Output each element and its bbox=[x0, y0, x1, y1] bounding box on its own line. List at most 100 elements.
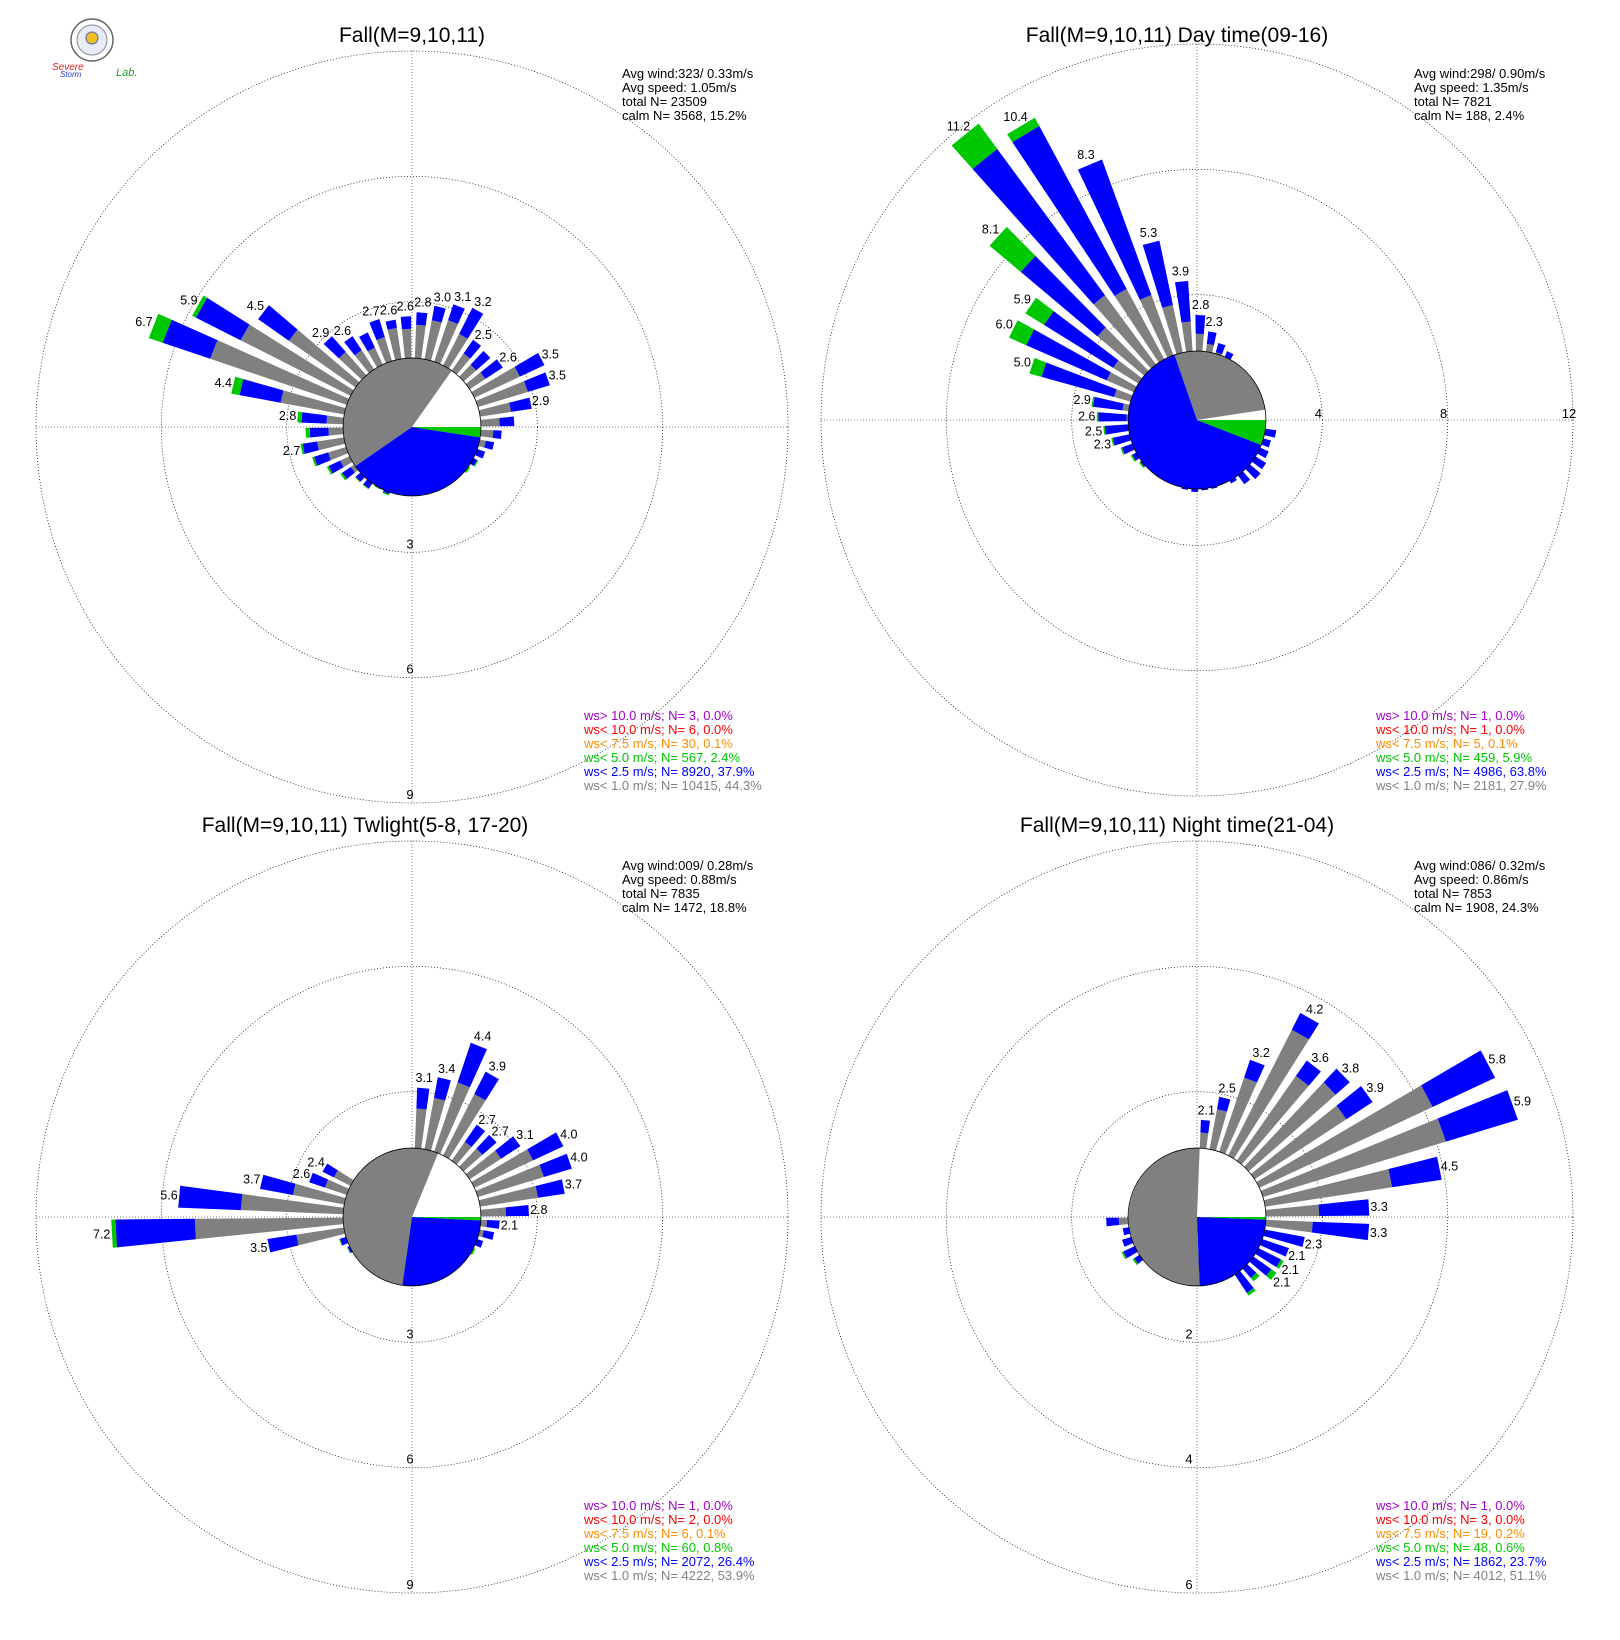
bar-value-label: 3.3 bbox=[1370, 1200, 1387, 1214]
bar-segment-lt1 bbox=[354, 350, 375, 374]
bar-segment-lt2_5 bbox=[416, 312, 428, 326]
legend-entry: ws< 10.0 m/s; N= 1, 0.0% bbox=[1375, 722, 1525, 737]
bar-segment-lt1 bbox=[424, 1097, 446, 1151]
bar-segment-lt5 bbox=[362, 484, 369, 490]
bar-segment-lt2_5 bbox=[1336, 1086, 1373, 1120]
bar-segment-lt5 bbox=[1103, 425, 1106, 435]
bar-segment-lt2_5 bbox=[359, 332, 375, 352]
bar-segment-lt1 bbox=[280, 390, 346, 415]
bar-segment-lt5 bbox=[951, 123, 998, 169]
bar-segment-lt2_5 bbox=[1291, 1012, 1319, 1040]
bar-segment-lt1 bbox=[1265, 1219, 1313, 1233]
legend-entry: ws< 10.0 m/s; N= 6, 0.0% bbox=[583, 722, 733, 737]
bar-value-label: 2.8 bbox=[1192, 298, 1209, 312]
bar-segment-lt5 bbox=[464, 466, 471, 474]
bar-segment-lt2_5 bbox=[1012, 125, 1127, 297]
range-ring-3 bbox=[820, 840, 1574, 1594]
bar-segment-lt5 bbox=[355, 476, 361, 483]
bar-value-label: 7.2 bbox=[93, 1227, 110, 1241]
bar-segment-lt2_5 bbox=[162, 319, 218, 359]
legend-entry: ws< 1.0 m/s; N= 10415, 44.3% bbox=[583, 778, 762, 793]
bar-segment-lt1 bbox=[210, 340, 350, 405]
bar-segment-lt2_5 bbox=[535, 1179, 565, 1198]
bar-value-label: 3.2 bbox=[1252, 1046, 1269, 1060]
pie-slice-lt2_5 bbox=[1197, 1217, 1266, 1286]
bar-value-label: 2.8 bbox=[530, 1203, 547, 1217]
bar-value-label: 6.0 bbox=[996, 317, 1013, 331]
legend-entry: ws< 5.0 m/s; N= 459, 5.9% bbox=[1375, 750, 1533, 765]
stat-line: Avg speed: 0.86m/s bbox=[1414, 872, 1529, 887]
bar-segment-lt2_5 bbox=[1206, 331, 1217, 346]
bar-segment-lt1 bbox=[376, 337, 392, 364]
bar-segment-lt1 bbox=[478, 439, 486, 448]
bar-segment-lt1 bbox=[338, 351, 367, 380]
bar-segment-lt2_5 bbox=[1421, 1050, 1496, 1107]
bar-value-label: 3.6 bbox=[1311, 1051, 1328, 1065]
bar-segment-lt5 bbox=[374, 485, 381, 490]
bar-value-label: 11.2 bbox=[947, 120, 970, 134]
bar-value-label: 4.0 bbox=[560, 1128, 577, 1142]
bar-value-label: 2.8 bbox=[414, 296, 431, 310]
bar-segment-lt2_5 bbox=[314, 452, 331, 466]
bar-segment-lt2_5 bbox=[1318, 1199, 1370, 1216]
bar-segment-lt2_5 bbox=[463, 339, 482, 359]
panel-title: Fall(M=9,10,11) Night time(21-04) bbox=[1020, 814, 1334, 837]
bar-value-label: 3.2 bbox=[474, 295, 491, 309]
bar-segment-lt1 bbox=[401, 328, 412, 359]
bar-segment-lt1 bbox=[475, 381, 528, 407]
legend-entry: ws> 10.0 m/s; N= 1, 0.0% bbox=[1375, 1498, 1525, 1513]
bar-value-label: 3.0 bbox=[434, 290, 451, 304]
bar-segment-lt5 bbox=[1250, 1272, 1260, 1282]
bar-segment-lt2_5 bbox=[328, 460, 344, 474]
bar-segment-lt1 bbox=[480, 1207, 506, 1217]
stat-line: total N= 7835 bbox=[622, 886, 700, 901]
bar-segment-lt2_5 bbox=[1244, 1059, 1265, 1083]
bar-segment-lt2_5 bbox=[1175, 280, 1191, 323]
pie-slice-lt2_5 bbox=[355, 427, 481, 496]
pie-slice-calm bbox=[412, 370, 481, 427]
pie-outline bbox=[342, 1147, 482, 1287]
bar-segment-lt2_5 bbox=[1044, 311, 1119, 368]
stat-line: Avg wind:086/ 0.32m/s bbox=[1414, 858, 1546, 873]
bar-segment-lt2_5 bbox=[482, 1230, 495, 1240]
bar-value-label: 2.3 bbox=[1206, 315, 1223, 329]
ring-label: 8 bbox=[1440, 406, 1447, 421]
bar-value-label: 3.5 bbox=[542, 347, 559, 361]
bar-segment-lt1 bbox=[1195, 333, 1204, 352]
bar-value-label: 3.7 bbox=[565, 1178, 582, 1192]
bar-segment-lt1 bbox=[317, 437, 346, 451]
bar-value-label: 4.5 bbox=[247, 299, 264, 313]
bar-segment-lt2_5 bbox=[385, 319, 397, 330]
bar-segment-lt5 bbox=[1266, 1269, 1277, 1280]
bar-segment-lt1 bbox=[350, 464, 359, 473]
bar-value-label: 2.6 bbox=[1078, 410, 1095, 424]
bar-segment-lt2_5 bbox=[1123, 1244, 1141, 1259]
logo-seal-emblem bbox=[85, 31, 99, 45]
bar-segment-lt1 bbox=[1113, 360, 1143, 384]
bar-segment-lt2_5 bbox=[499, 416, 515, 427]
pie-slice-lt5 bbox=[412, 427, 481, 438]
bar-value-label: 2.5 bbox=[475, 328, 492, 342]
bar-segment-lt5 bbox=[1025, 297, 1054, 325]
bar-segment-lt1 bbox=[414, 324, 426, 359]
bar-segment-lt5 bbox=[989, 226, 1036, 272]
bar-value-label: 4.4 bbox=[215, 376, 232, 390]
ring-label: 3 bbox=[406, 536, 413, 551]
bar-segment-lt2_5 bbox=[524, 372, 550, 392]
bar-segment-lt1 bbox=[240, 1194, 344, 1215]
bar-segment-lt1 bbox=[475, 1164, 544, 1197]
bar-segment-lt2_5 bbox=[1323, 1068, 1350, 1095]
bar-segment-lt2_5 bbox=[1077, 159, 1152, 300]
bar-value-label: 2.1 bbox=[1288, 1249, 1305, 1263]
pie-slice-calm bbox=[1197, 1148, 1266, 1217]
bar-segment-lt2_5 bbox=[514, 352, 545, 377]
range-ring-2 bbox=[945, 965, 1449, 1469]
pie-slice-calm bbox=[1197, 409, 1266, 420]
bar-segment-lt1 bbox=[240, 324, 354, 396]
bar-value-label: 5.0 bbox=[1014, 356, 1031, 370]
bar-value-label: 5.6 bbox=[160, 1189, 177, 1203]
bar-segment-lt5 bbox=[231, 376, 244, 396]
bar-value-label: 3.9 bbox=[1366, 1081, 1383, 1095]
bar-segment-lt2_5 bbox=[195, 297, 250, 341]
range-ring-2 bbox=[160, 965, 664, 1469]
